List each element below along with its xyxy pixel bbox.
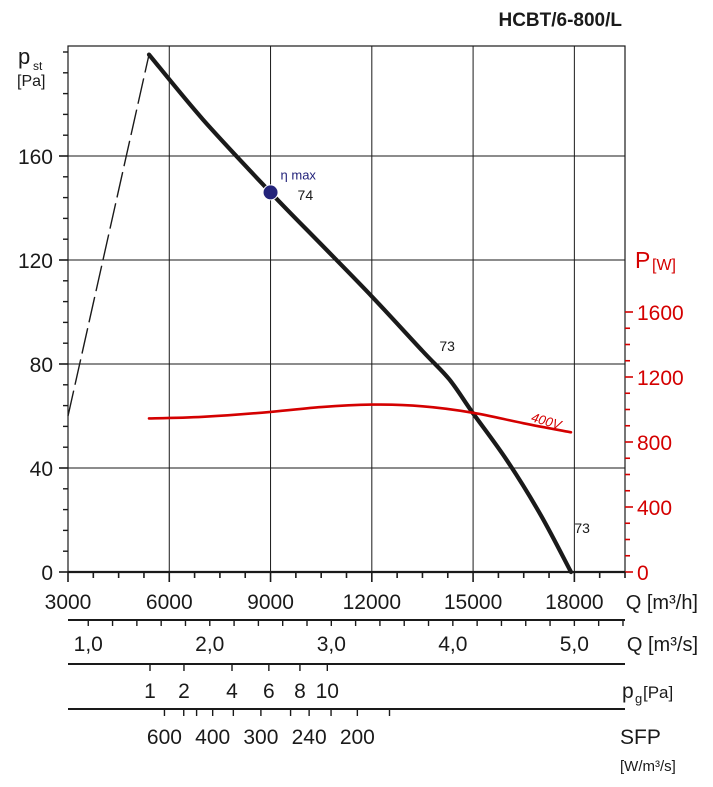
axes-layer: 0 40 80 120 160 p st[Pa] 0 400 800 1200 1600 P [W] 300… [17, 10, 698, 614]
efficiency-label: 74 [298, 187, 314, 203]
efficiency-label: 73 [439, 338, 455, 354]
y-tick-label: 0 [41, 562, 53, 585]
y-tick-label: 120 [18, 250, 53, 273]
chart-title: HCBT/6-800/L [498, 10, 622, 31]
pg-tick-label: 6 [263, 680, 275, 703]
efficiency-label: 73 [574, 520, 590, 536]
x-axis-unit: Q [m³/h] [626, 592, 698, 614]
y-axis-unit: [Pa] [17, 73, 45, 90]
y-tick-label: 80 [30, 354, 53, 377]
eta-max-point [262, 184, 279, 201]
x-tick-label: 9000 [247, 591, 294, 614]
series-label-400v: 400V [530, 410, 565, 433]
q-ms-tick-label: 3,0 [317, 633, 346, 656]
q-ms-unit: Q [m³/s] [627, 634, 698, 656]
sfp-tick-label: 400 [195, 726, 230, 749]
p-tick-label: 1200 [637, 367, 684, 390]
x-tick-label: 15000 [444, 591, 502, 614]
sfp-tick-label: 300 [243, 726, 278, 749]
y-axis-label-sub: st [33, 59, 43, 73]
pg-tick-label: 2 [178, 680, 190, 703]
pg-tick-label: 10 [316, 680, 339, 703]
pg-unit-sub: g [635, 691, 642, 706]
series-pressure [146, 52, 574, 575]
pg-unit-tail: [Pa] [643, 683, 673, 702]
pg-tick-label: 1 [144, 680, 156, 703]
sfp-tick-label: 600 [147, 726, 182, 749]
sfp-tick-label: 200 [340, 726, 375, 749]
y-tick-label: 40 [30, 458, 53, 481]
plot-border [67, 45, 626, 573]
q-ms-tick-label: 5,0 [560, 633, 589, 656]
p-tick-label: 1600 [637, 302, 684, 325]
series-400V [147, 403, 573, 434]
y-tick-label: 160 [18, 146, 53, 169]
extra-scales: 1,0 2,0 3,0 4,0 5,0 Q [m³/s] 1 2 4 6 8 10 p g [Pa] 600 4… [68, 619, 698, 775]
plot-frame [67, 45, 626, 574]
sfp-tick-label: 240 [292, 726, 327, 749]
pg-tick-label: 8 [294, 680, 306, 703]
p-axis-label: P [635, 247, 650, 273]
x-tick-label: 12000 [343, 591, 401, 614]
x-tick-label: 3000 [45, 591, 92, 614]
p-tick-label: 400 [637, 497, 672, 520]
grid [67, 46, 626, 572]
q-ms-tick-label: 2,0 [195, 633, 224, 656]
q-ms-tick-label: 4,0 [438, 633, 467, 656]
x-tick-label: 6000 [146, 591, 193, 614]
series-layer [67, 52, 574, 575]
p-tick-label: 800 [637, 432, 672, 455]
annotations-layer: η max 74 73 73 400V [262, 167, 590, 536]
sfp-unit-2: [W/m³/s] [620, 758, 676, 775]
series-stall-region [67, 54, 150, 417]
x-tick-label: 18000 [545, 591, 603, 614]
sfp-unit: SFP [620, 726, 661, 749]
eta-max-label: η max [281, 167, 317, 182]
pg-tick-label: 4 [226, 680, 238, 703]
q-ms-tick-label: 1,0 [74, 633, 103, 656]
p-axis-unit: [W] [652, 257, 676, 274]
pg-unit: p [622, 680, 634, 703]
y-axis-label: p [18, 44, 30, 69]
p-tick-label: 0 [637, 562, 649, 585]
